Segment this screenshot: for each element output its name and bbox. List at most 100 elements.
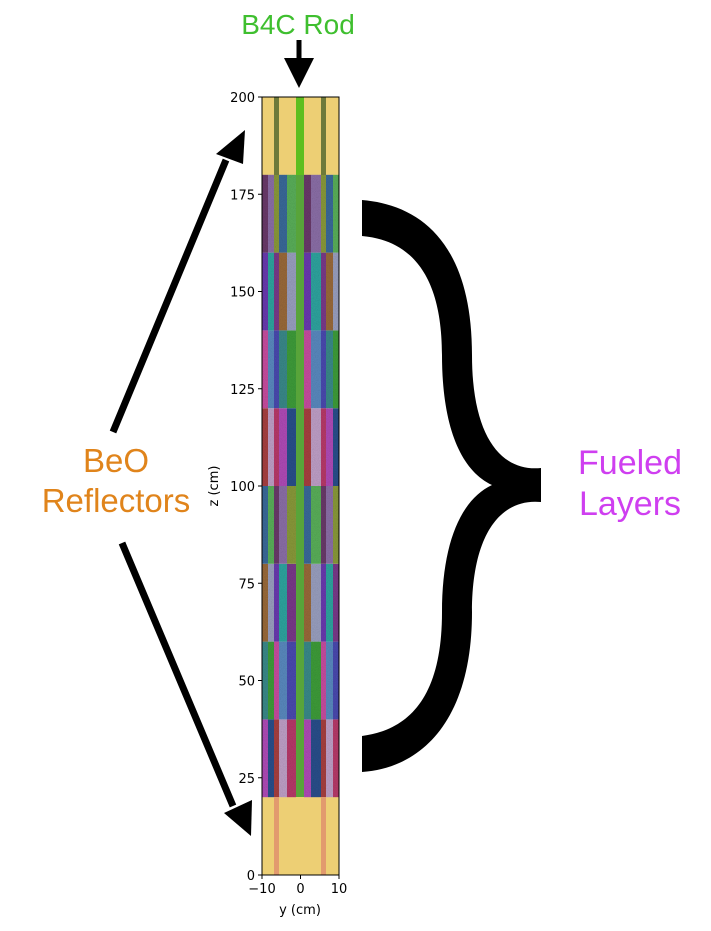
fuel-cell	[287, 330, 296, 409]
fuel-cell	[274, 719, 279, 798]
fuel-cell	[326, 330, 333, 409]
x-axis-label: y (cm)	[279, 903, 321, 918]
y-tick-label: 50	[238, 675, 255, 690]
fuel-cell	[333, 641, 339, 720]
fuel-cell	[311, 174, 321, 253]
fuel-cell	[333, 486, 339, 564]
fuel-cell	[287, 408, 296, 486]
beo-reflectors-label: BeO Reflectors	[16, 441, 216, 522]
top-reflector-pin-left	[274, 97, 279, 175]
fuel-cell	[262, 408, 268, 486]
fuel-cell	[262, 330, 268, 409]
y-axis: 0 25 50 75 100 125 150 175 200	[230, 91, 262, 884]
fuel-cell	[321, 563, 326, 642]
fuel-cell	[311, 641, 321, 720]
fuel-cell	[279, 174, 287, 253]
fuel-cell	[321, 641, 326, 720]
bottom-reflector	[262, 797, 339, 875]
fuel-cell	[326, 408, 333, 486]
fuel-cell	[326, 486, 333, 564]
fuel-region	[262, 174, 339, 798]
bottom-reflector-pin-right	[321, 797, 326, 875]
arrow-to-top-reflector	[109, 130, 245, 434]
fuel-cell	[287, 486, 296, 564]
fuel-cell	[287, 719, 296, 798]
fuel-cell	[268, 408, 274, 486]
fuel-cell	[274, 486, 279, 564]
y-axis-label: z (cm)	[207, 466, 222, 507]
x-tick-label: 0	[296, 882, 304, 897]
fuel-cell	[333, 719, 339, 798]
fuel-cell	[279, 719, 287, 798]
y-tick-label: 25	[238, 772, 255, 787]
fuel-cell	[304, 719, 311, 798]
fuel-cell	[268, 563, 274, 642]
fuel-cell	[326, 719, 333, 798]
fuel-cell	[268, 486, 274, 564]
fuel-cell	[311, 563, 321, 642]
y-tick-label: 175	[230, 188, 255, 203]
fuel-cell	[321, 486, 326, 564]
fuel-cell	[311, 330, 321, 409]
fuel-cell	[274, 174, 279, 253]
fuel-cell	[262, 174, 268, 253]
y-tick-label: 125	[230, 383, 255, 398]
fuel-cell	[268, 252, 274, 331]
fuel-cell	[326, 252, 333, 331]
fuel-cell	[279, 408, 287, 486]
fuel-cell	[321, 719, 326, 798]
beo-label-line1: BeO	[82, 442, 150, 479]
fuel-cell	[262, 252, 268, 331]
fuel-cell	[321, 408, 326, 486]
fuel-cell	[279, 252, 287, 331]
x-tick-label: −10	[248, 882, 275, 897]
fuel-label-line2: Layers	[578, 485, 682, 524]
fuel-cell	[274, 252, 279, 331]
fuel-cell	[279, 330, 287, 409]
y-tick-label: 75	[238, 577, 255, 592]
fuel-cell	[311, 486, 321, 564]
fuel-cell	[262, 641, 268, 720]
fuel-cell	[304, 641, 311, 720]
arrow-down-to-rod	[284, 40, 314, 88]
fuel-cell	[304, 563, 311, 642]
fuel-cell	[268, 330, 274, 409]
fuel-cell	[311, 719, 321, 798]
y-tick-label: 100	[230, 480, 255, 495]
b4c-rod-top	[296, 97, 304, 175]
fuel-cell	[287, 252, 296, 331]
curly-brace	[362, 200, 541, 772]
fuel-cell	[274, 330, 279, 409]
fuel-cell	[304, 408, 311, 486]
arrow-to-bottom-reflector	[118, 541, 252, 836]
fuel-cell	[279, 563, 287, 642]
fuel-cell	[274, 641, 279, 720]
fuel-cell	[304, 486, 311, 564]
beo-label-line2: Reflectors	[41, 482, 191, 520]
fuel-cell	[304, 174, 311, 253]
x-tick-label: 10	[331, 882, 348, 897]
fuel-cell	[333, 330, 339, 409]
fuel-label-line1: Fueled	[578, 444, 682, 482]
fuel-cell	[321, 252, 326, 331]
fuel-cell	[304, 330, 311, 409]
fuel-cell	[279, 641, 287, 720]
fuel-cell	[262, 563, 268, 642]
fuel-cell	[333, 174, 339, 253]
fuel-cell	[311, 408, 321, 486]
fuel-cell	[262, 486, 268, 564]
top-reflector-pin-right	[321, 97, 326, 175]
fuel-cell	[333, 563, 339, 642]
fuel-cell	[326, 641, 333, 720]
fuel-cell	[333, 408, 339, 486]
fuel-cell	[262, 719, 268, 798]
y-tick-label: 150	[230, 286, 255, 301]
fuel-cell	[287, 563, 296, 642]
x-axis: −10 0 10	[248, 875, 347, 897]
fuel-cell	[287, 174, 296, 253]
fueled-layers-label: Fueled Layers	[540, 443, 711, 526]
plot-area	[262, 97, 339, 875]
fuel-cell	[326, 563, 333, 642]
fuel-cell	[333, 252, 339, 331]
